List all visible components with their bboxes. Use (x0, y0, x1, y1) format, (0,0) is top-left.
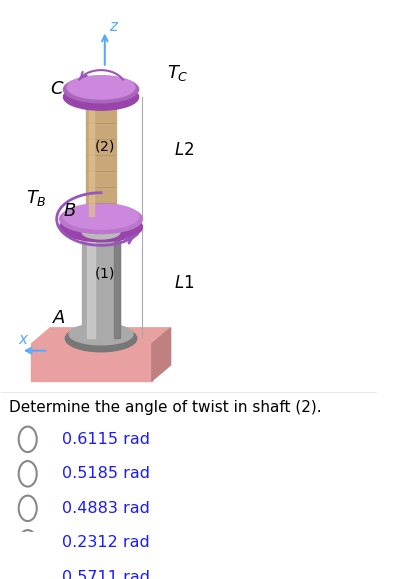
Text: 0.2312 rad: 0.2312 rad (62, 536, 149, 550)
Text: Determine the angle of twist in shaft (2).: Determine the angle of twist in shaft (2… (9, 400, 321, 415)
Text: $L1$: $L1$ (174, 274, 195, 292)
Text: $z$: $z$ (108, 19, 119, 34)
Ellipse shape (82, 226, 120, 239)
Polygon shape (114, 232, 120, 339)
Text: $(2)$: $(2)$ (94, 138, 114, 153)
Text: $(1)$: $(1)$ (94, 265, 114, 281)
Text: $x$: $x$ (18, 332, 30, 347)
Polygon shape (87, 232, 95, 339)
Polygon shape (31, 328, 171, 344)
Text: 0.5711 rad: 0.5711 rad (62, 570, 150, 579)
Ellipse shape (65, 325, 137, 351)
Polygon shape (152, 328, 171, 381)
Polygon shape (89, 97, 94, 217)
Text: $T_B$: $T_B$ (26, 188, 47, 208)
Ellipse shape (63, 84, 139, 110)
Ellipse shape (63, 76, 139, 103)
Text: $B$: $B$ (63, 203, 77, 221)
Ellipse shape (63, 204, 139, 229)
Text: 0.4883 rad: 0.4883 rad (62, 501, 149, 516)
Text: $A$: $A$ (52, 309, 66, 327)
Ellipse shape (69, 324, 133, 345)
Text: $T_C$: $T_C$ (167, 63, 189, 83)
Polygon shape (86, 97, 116, 217)
Text: 0.6115 rad: 0.6115 rad (62, 432, 150, 447)
Text: $C$: $C$ (50, 80, 65, 98)
Ellipse shape (60, 212, 142, 241)
Text: 0.5185 rad: 0.5185 rad (62, 466, 150, 481)
Polygon shape (31, 344, 152, 381)
Ellipse shape (67, 76, 135, 99)
Ellipse shape (60, 204, 142, 233)
Polygon shape (82, 232, 120, 339)
Text: $L2$: $L2$ (174, 141, 195, 159)
